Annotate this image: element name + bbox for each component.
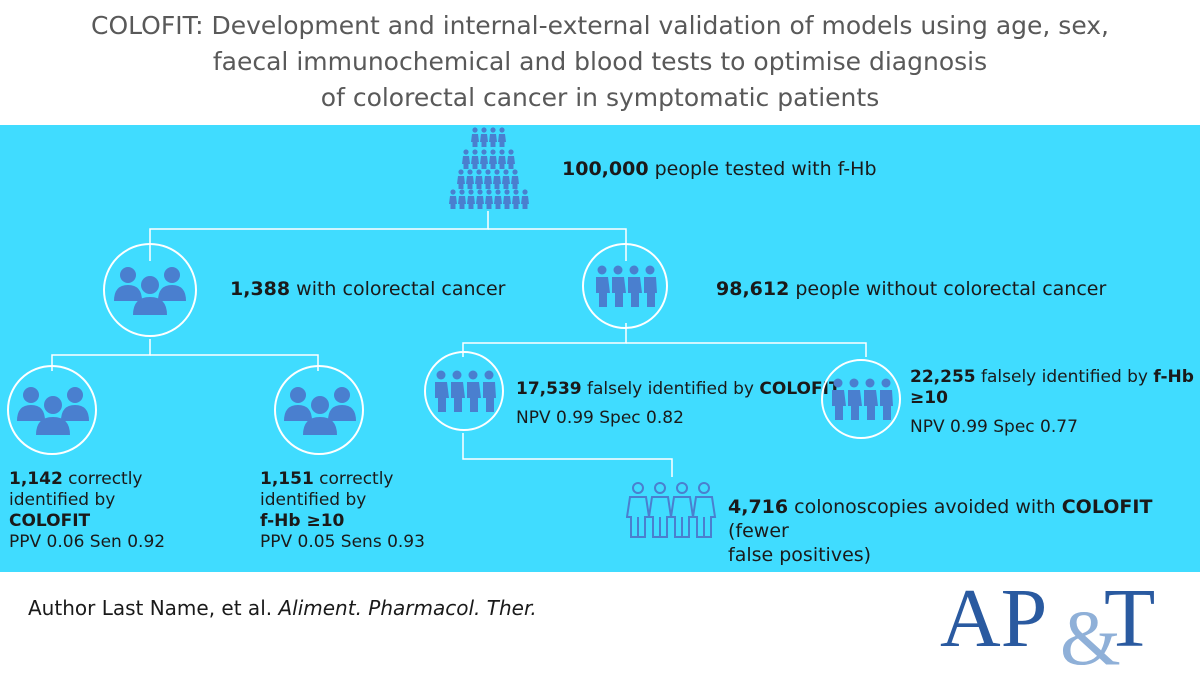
citation-journal: Aliment. Pharmacol. Ther. [278, 596, 537, 620]
people-row-icon [832, 378, 893, 420]
colofit-fp-text: falsely identified by [581, 379, 760, 399]
root-text: people tested with f-Hb [648, 158, 877, 180]
page-title: COLOFIT: Development and internal-extern… [0, 8, 1200, 116]
colofit-fp-circle [424, 351, 504, 431]
no-crc-text: people without colorectal cancer [789, 278, 1107, 300]
diagram-panel: 100,000 people tested with f-Hb 1,388 wi… [0, 125, 1200, 572]
fhb-tp-line2: identified by [260, 490, 367, 510]
people-pyramid-icon [449, 127, 529, 209]
root-label: 100,000 people tested with f-Hb [562, 157, 877, 181]
avoided-line2: false positives) [728, 544, 872, 566]
fhb-fp-text: falsely identified by [975, 367, 1154, 387]
apt-logo: AP & T [940, 572, 1155, 668]
citation-authors: Author Last Name, et al. [28, 596, 279, 620]
group-icon [284, 387, 356, 435]
people-row-icon [596, 265, 657, 307]
colofit-tp-count: 1,142 [9, 469, 63, 489]
crc-circle [103, 243, 197, 337]
crc-text: with colorectal cancer [290, 278, 506, 300]
colofit-tp-label: 1,142 correctly identified by COLOFIT PP… [9, 469, 165, 553]
fhb-tp-label: 1,151 correctly identified by f-Hb ≥10 P… [260, 469, 425, 553]
colofit-fp-stats: NPV 0.99 Spec 0.82 [516, 408, 684, 428]
colofit-tp-circle [7, 365, 97, 455]
crc-label: 1,388 with colorectal cancer [230, 277, 506, 301]
people-outline-icon [626, 482, 717, 538]
colofit-tp-line1: correctly [62, 469, 143, 489]
colofit-fp-method: COLOFIT [759, 379, 841, 399]
fhb-tp-method: f-Hb ≥10 [260, 511, 345, 531]
crc-count: 1,388 [230, 278, 291, 300]
colofit-fp-label: 17,539 falsely identified by COLOFIT NPV… [516, 379, 841, 429]
title-line-3: of colorectal cancer in symptomatic pati… [320, 83, 880, 112]
fhb-tp-line1: correctly [313, 469, 394, 489]
fhb-fp-method2: ≥10 [910, 388, 948, 408]
avoided-method: COLOFIT [1061, 496, 1153, 518]
title-line-1: COLOFIT: Development and internal-extern… [90, 11, 1110, 40]
colofit-fp-count: 17,539 [516, 379, 582, 399]
no-crc-count: 98,612 [716, 278, 790, 300]
group-icon [114, 267, 186, 315]
fhb-fp-circle [821, 359, 901, 439]
group-icon [17, 387, 89, 435]
fhb-tp-circle [274, 365, 364, 455]
colofit-tp-line2: identified by [9, 490, 116, 510]
root-count: 100,000 [562, 158, 649, 180]
fhb-fp-method: f-Hb [1153, 367, 1194, 387]
colofit-tp-method: COLOFIT [9, 511, 91, 531]
svg-text:AP: AP [940, 572, 1047, 665]
avoided-count: 4,716 [728, 496, 789, 518]
title-line-2: faecal immunochemical and blood tests to… [212, 47, 988, 76]
fhb-fp-stats: NPV 0.99 Spec 0.77 [910, 417, 1078, 437]
avoided-text2: (fewer [728, 520, 789, 542]
people-row-icon [435, 370, 496, 412]
fhb-tp-stats: PPV 0.05 Sens 0.93 [260, 532, 425, 552]
avoided-label: 4,716 colonoscopies avoided with COLOFIT… [728, 495, 1168, 567]
fhb-fp-count: 22,255 [910, 367, 976, 387]
avoided-text: colonoscopies avoided with [788, 496, 1062, 518]
no-crc-circle [582, 243, 668, 329]
colofit-tp-stats: PPV 0.06 Sen 0.92 [9, 532, 166, 552]
svg-text:T: T [1104, 572, 1155, 665]
fhb-fp-label: 22,255 falsely identified by f-Hb ≥10 NP… [910, 367, 1194, 438]
svg-text:&: & [1060, 594, 1121, 668]
citation: Author Last Name, et al. Aliment. Pharma… [28, 596, 537, 620]
fhb-tp-count: 1,151 [260, 469, 314, 489]
no-crc-label: 98,612 people without colorectal cancer [716, 277, 1106, 301]
